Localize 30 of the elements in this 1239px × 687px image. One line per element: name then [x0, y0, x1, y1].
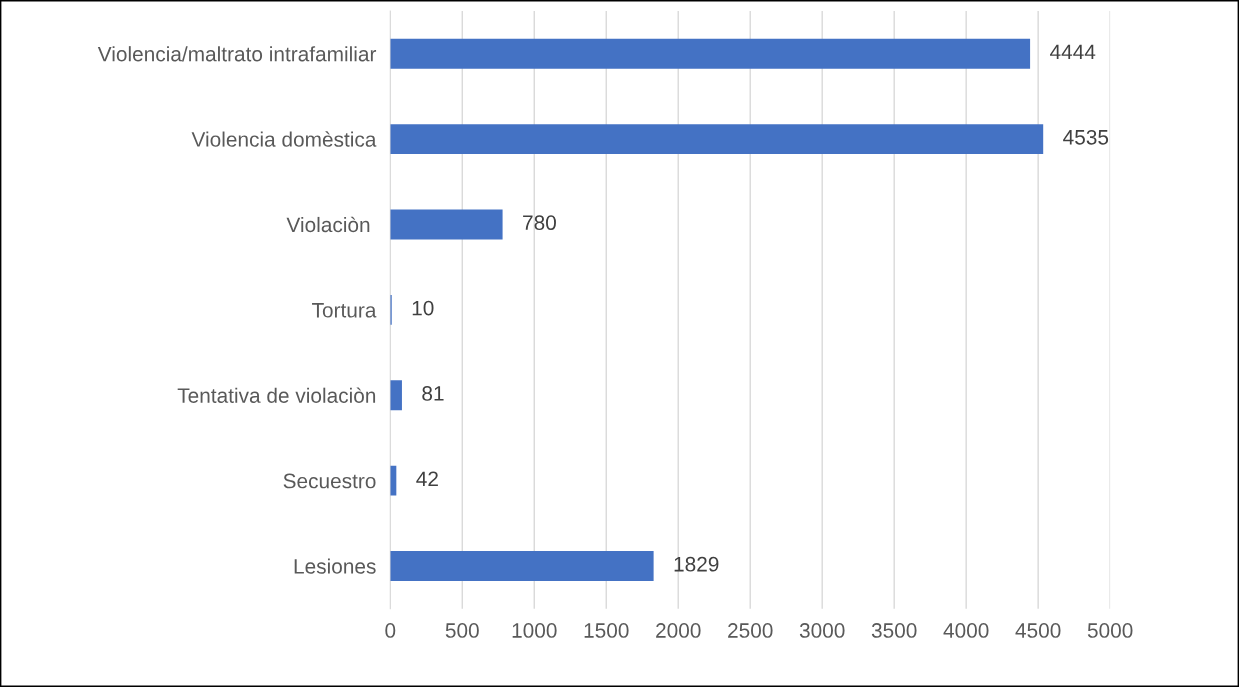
bar — [390, 380, 402, 411]
y-tick-label: Secuestro — [283, 473, 376, 489]
data-label: 780 — [523, 215, 556, 231]
x-tick-label: 1000 — [512, 623, 557, 638]
x-tick-label: 1500 — [584, 623, 629, 638]
x-tick-label: 5000 — [1087, 623, 1133, 638]
data-label: 10 — [412, 300, 434, 316]
x-tick-label: 2000 — [656, 623, 701, 638]
x-tick-label: 4000 — [943, 623, 989, 638]
x-tick-label: 2500 — [728, 623, 773, 638]
y-tick-label: Violencia domèstica — [191, 131, 377, 147]
data-label: 81 — [422, 386, 444, 401]
y-tick-label: Tentativa de violaciòn — [177, 387, 376, 403]
y-tick-label: Violencia/maltrato intrafamiliar — [97, 46, 377, 62]
data-label: 4444 — [1050, 44, 1096, 60]
bar — [390, 209, 503, 240]
x-tick-label: 3500 — [871, 623, 917, 638]
data-label: 1829 — [674, 556, 719, 572]
bar — [390, 551, 654, 581]
y-tick-label: Tortura — [312, 303, 377, 318]
x-tick-label: 4500 — [1015, 623, 1061, 638]
x-tick-label: 0 — [385, 623, 396, 638]
bar — [390, 124, 1044, 155]
data-label: 4535 — [1063, 129, 1109, 145]
bar — [390, 38, 1031, 69]
x-tick-label: 3000 — [799, 623, 845, 638]
y-tick-label: Violaciòn — [286, 216, 370, 233]
x-tick-label: 500 — [445, 623, 479, 638]
y-tick-label: Lesiones — [294, 558, 376, 574]
data-label: 42 — [416, 471, 438, 486]
